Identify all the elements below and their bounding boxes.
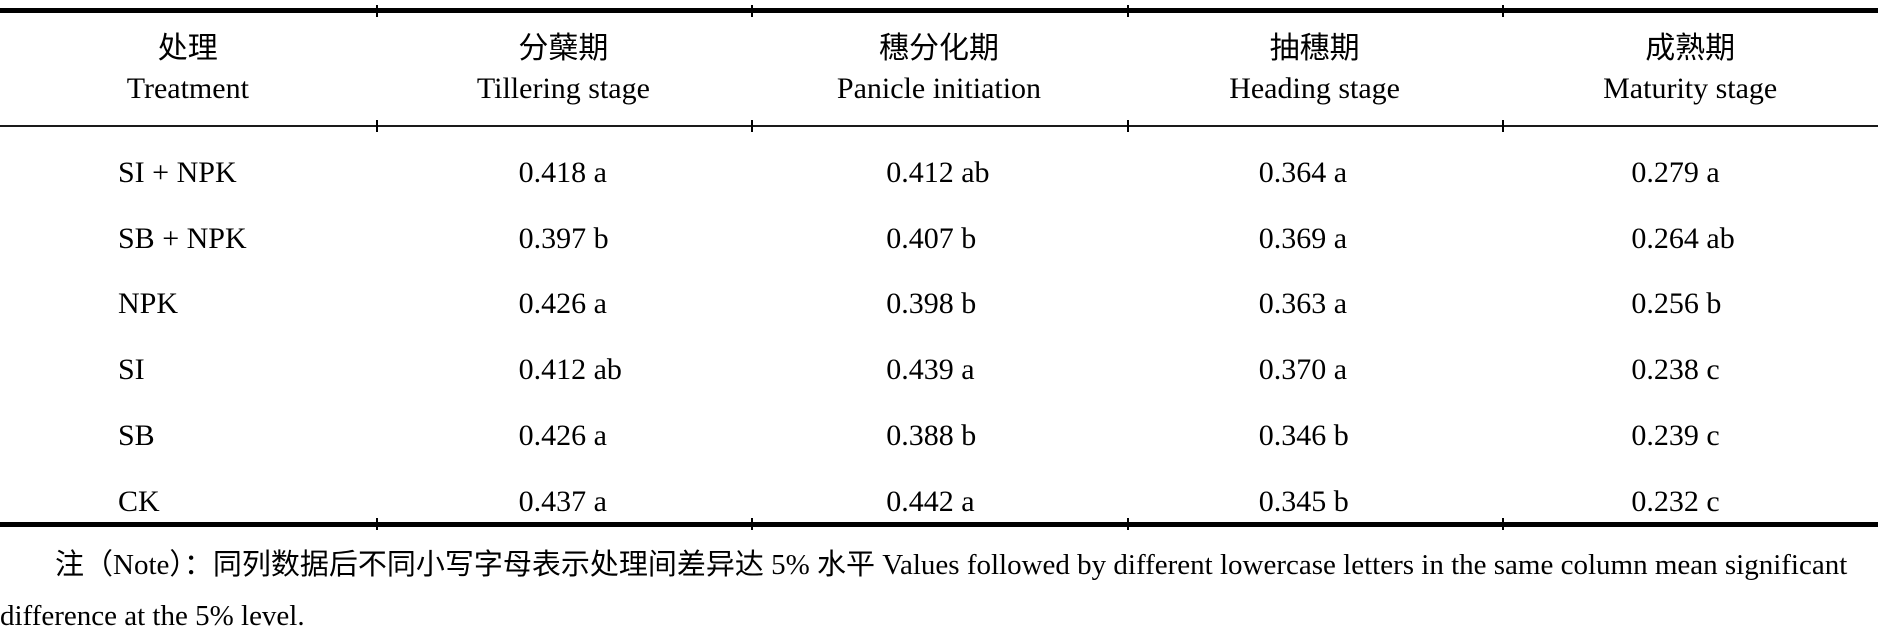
value-panicle: 0.442 a: [886, 484, 975, 518]
column-header-zh: 成熟期: [1645, 32, 1736, 65]
value-heading: 0.346 b: [1258, 419, 1349, 453]
column-header-maturity-stage: 成熟期 Maturity stage: [1502, 13, 1878, 125]
column-tick: [375, 120, 378, 132]
column-tick: [1502, 4, 1505, 17]
column-tick: [1502, 120, 1505, 132]
value-maturity: 0.232 c: [1631, 484, 1720, 518]
value-panicle: 0.412 ab: [886, 155, 990, 189]
value-heading: 0.369 a: [1258, 221, 1348, 255]
value-heading: 0.364 a: [1258, 155, 1348, 189]
value-panicle: 0.439 a: [886, 353, 975, 387]
value-maturity: 0.264 ab: [1631, 221, 1735, 255]
table-row-ck: CK 0.437 a 0.442 a 0.345 b 0.232 c: [0, 456, 1878, 522]
value-maturity: 0.239 c: [1631, 419, 1720, 453]
column-tick: [751, 120, 754, 132]
column-header-en: Heading stage: [1229, 72, 1400, 105]
treatment-label: SB: [118, 419, 155, 453]
table-row-si: SI 0.412 ab 0.439 a 0.370 a 0.238 c: [0, 324, 1878, 390]
column-header-en: Treatment: [126, 72, 249, 105]
column-tick: [1502, 518, 1505, 531]
treatment-label: CK: [118, 484, 160, 518]
treatment-label: SI + NPK: [118, 155, 237, 189]
value-tillering: 0.397 b: [518, 221, 609, 255]
value-heading: 0.363 a: [1258, 287, 1348, 321]
treatment-label: NPK: [118, 287, 179, 321]
column-header-zh: 抽穗期: [1269, 32, 1360, 65]
value-panicle: 0.407 b: [886, 221, 977, 255]
column-header-zh: 分蘖期: [518, 32, 609, 65]
column-tick: [1126, 120, 1129, 132]
column-header-heading-stage: 抽穗期 Heading stage: [1127, 13, 1503, 125]
treatment-label: SB + NPK: [118, 221, 247, 255]
value-maturity: 0.279 a: [1631, 155, 1720, 189]
column-header-en: Tillering stage: [476, 72, 650, 105]
column-tick: [751, 4, 754, 17]
table-body: SI + NPK 0.418 a 0.412 ab 0.364 a 0.279 …: [0, 127, 1878, 522]
table-footnote: 注（Note）：同列数据后不同小写字母表示处理间差异达 5% 水平 Values…: [0, 548, 1848, 632]
value-tillering: 0.426 a: [518, 287, 607, 321]
value-tillering: 0.412 ab: [518, 353, 622, 387]
column-header-tillering: 分蘖期 Tillering stage: [376, 13, 752, 125]
column-header-treatment: 处理 Treatment: [0, 13, 376, 125]
value-tillering: 0.437 a: [518, 484, 607, 518]
table-top-rule: [0, 4, 1878, 17]
value-panicle: 0.388 b: [886, 419, 977, 453]
column-tick: [1126, 518, 1129, 531]
value-maturity: 0.238 c: [1631, 353, 1720, 387]
value-heading: 0.370 a: [1258, 353, 1348, 387]
treatment-label: SI: [118, 353, 145, 387]
value-tillering: 0.426 a: [518, 419, 607, 453]
table-bottom-rule: [0, 518, 1878, 531]
value-tillering: 0.418 a: [518, 155, 607, 189]
paper-table-page: 处理 Treatment 分蘖期 Tillering stage 穗分化期 Pa…: [0, 4, 1878, 633]
column-tick: [375, 518, 378, 531]
column-header-zh: 处理: [157, 32, 218, 65]
table-row-sb: SB 0.426 a 0.388 b 0.346 b 0.239 c: [0, 390, 1878, 456]
column-header-panicle-initiation: 穗分化期 Panicle initiation: [751, 13, 1127, 125]
table-row-npk: NPK 0.426 a 0.398 b 0.363 a 0.256 b: [0, 259, 1878, 325]
column-tick: [751, 518, 754, 531]
column-tick: [1126, 4, 1129, 17]
value-heading: 0.345 b: [1258, 484, 1349, 518]
column-header-en: Panicle initiation: [836, 72, 1042, 105]
value-maturity: 0.256 b: [1631, 287, 1722, 321]
table-row-sb-npk: SB + NPK 0.397 b 0.407 b 0.369 a 0.264 a…: [0, 193, 1878, 259]
column-header-en: Maturity stage: [1603, 72, 1778, 105]
value-panicle: 0.398 b: [886, 287, 977, 321]
table-row-si-npk: SI + NPK 0.418 a 0.412 ab 0.364 a 0.279 …: [0, 127, 1878, 193]
column-tick: [375, 4, 378, 17]
table-header-row: 处理 Treatment 分蘖期 Tillering stage 穗分化期 Pa…: [0, 13, 1878, 125]
data-table: 处理 Treatment 分蘖期 Tillering stage 穗分化期 Pa…: [0, 4, 1878, 531]
column-header-zh: 穗分化期: [878, 32, 999, 65]
table-header-rule: [0, 120, 1878, 132]
